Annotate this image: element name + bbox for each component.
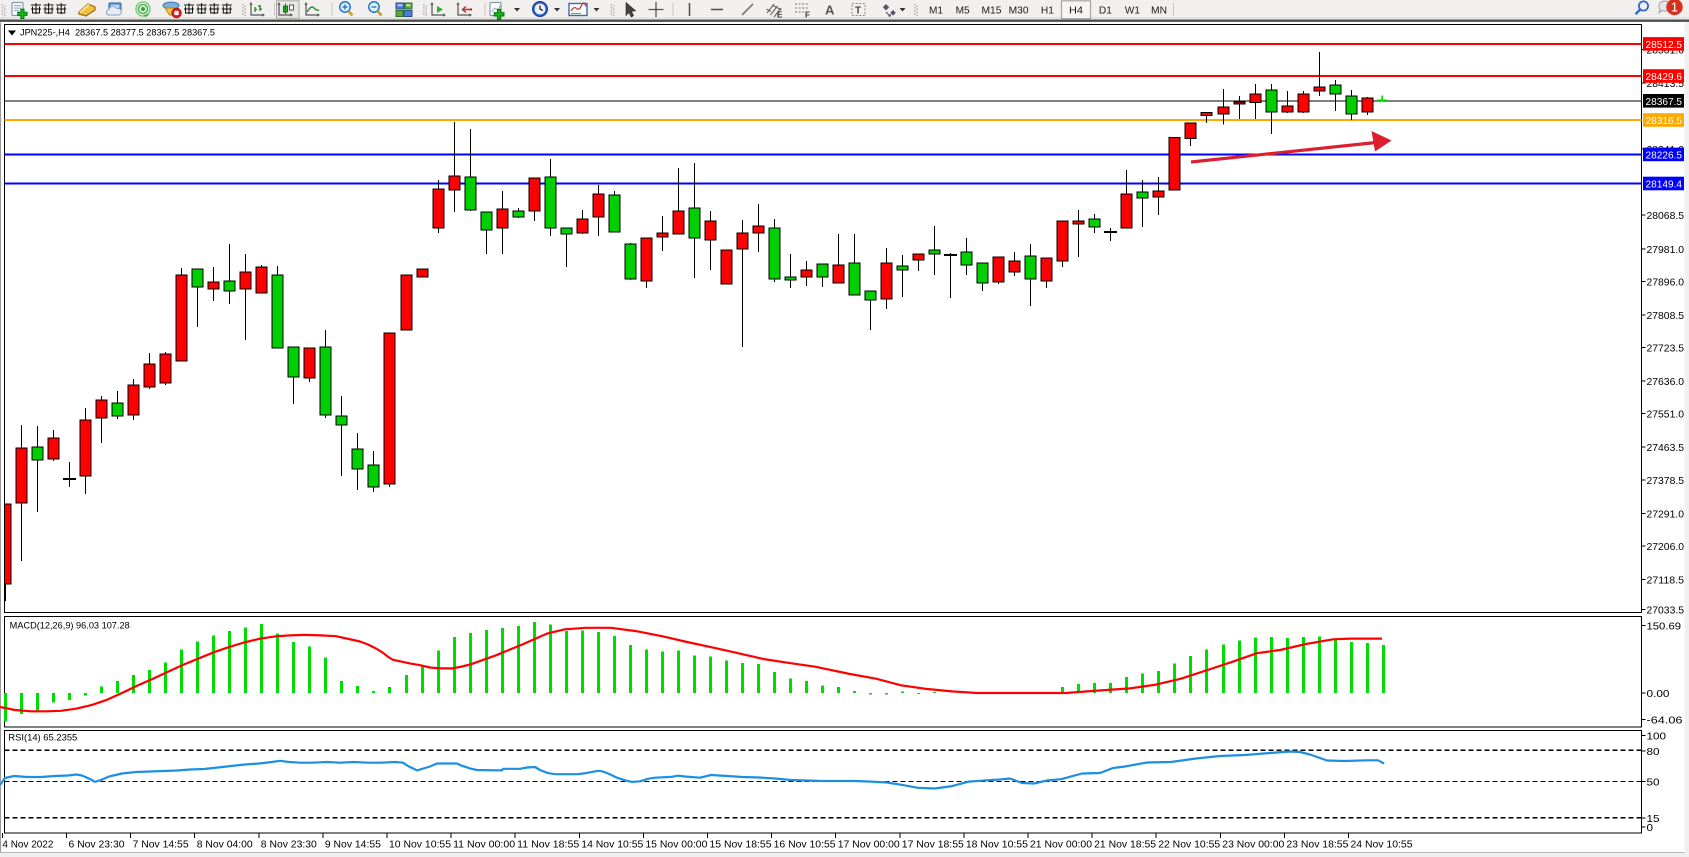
svg-text:A: A <box>825 3 835 18</box>
svg-text:4 Nov 2022: 4 Nov 2022 <box>2 839 53 851</box>
svg-text:27206.0: 27206.0 <box>1647 541 1685 553</box>
svg-text:M1: M1 <box>929 5 943 17</box>
svg-text:28149.4: 28149.4 <box>1646 179 1683 191</box>
svg-text:23 Nov 00:00: 23 Nov 00:00 <box>1222 839 1284 851</box>
svg-text:17 Nov 18:55: 17 Nov 18:55 <box>902 839 964 851</box>
svg-text:7 Nov 14:55: 7 Nov 14:55 <box>133 839 189 851</box>
svg-text:0: 0 <box>1647 822 1654 834</box>
svg-text:T: T <box>855 6 861 17</box>
svg-text:W1: W1 <box>1125 5 1140 17</box>
svg-text:11 Nov 00:00: 11 Nov 00:00 <box>453 839 515 851</box>
svg-text:27636.0: 27636.0 <box>1647 376 1685 388</box>
svg-text:M5: M5 <box>956 5 970 17</box>
svg-text:27463.5: 27463.5 <box>1647 442 1685 454</box>
svg-text:MN: MN <box>1151 5 1167 17</box>
svg-text:28429.6: 28429.6 <box>1646 71 1683 83</box>
svg-text:RSI(14) 65.2355: RSI(14) 65.2355 <box>8 733 77 743</box>
svg-text:M15: M15 <box>982 5 1002 17</box>
svg-text:10 Nov 10:55: 10 Nov 10:55 <box>389 839 451 851</box>
svg-text:MACD(12,26,9) 96.03 107.28: MACD(12,26,9) 96.03 107.28 <box>10 621 130 631</box>
svg-text:H4: H4 <box>1069 5 1083 17</box>
svg-text:21 Nov 00:00: 21 Nov 00:00 <box>1030 839 1092 851</box>
svg-text:D1: D1 <box>1099 5 1112 17</box>
svg-text:27981.0: 27981.0 <box>1647 244 1685 256</box>
svg-text:50: 50 <box>1647 777 1660 789</box>
svg-text:27808.5: 27808.5 <box>1647 310 1685 322</box>
svg-text:M30: M30 <box>1009 5 1029 17</box>
svg-text:22 Nov 10:55: 22 Nov 10:55 <box>1158 839 1220 851</box>
svg-text:1: 1 <box>1671 0 1678 15</box>
svg-text:28068.5: 28068.5 <box>1647 210 1685 222</box>
svg-text:14 Nov 10:55: 14 Nov 10:55 <box>581 839 643 851</box>
svg-text:9 Nov 14:55: 9 Nov 14:55 <box>325 839 381 851</box>
svg-text:27723.5: 27723.5 <box>1647 343 1685 355</box>
svg-text:JPN225-,H4 28367.5 28377.5 28: JPN225-,H4 28367.5 28377.5 28367.5 28367… <box>20 28 215 38</box>
svg-text:0.00: 0.00 <box>1647 688 1670 700</box>
svg-text:E: E <box>777 11 783 20</box>
svg-text:15 Nov 00:00: 15 Nov 00:00 <box>645 839 707 851</box>
svg-text:8 Nov 23:30: 8 Nov 23:30 <box>261 839 317 851</box>
svg-text:27118.5: 27118.5 <box>1647 575 1685 587</box>
svg-text:27033.5: 27033.5 <box>1647 605 1685 617</box>
svg-text:F: F <box>805 11 810 20</box>
svg-text:28512.5: 28512.5 <box>1646 39 1683 51</box>
svg-text:6 Nov 23:30: 6 Nov 23:30 <box>69 839 125 851</box>
svg-text:27378.5: 27378.5 <box>1647 475 1685 487</box>
svg-text:80: 80 <box>1647 746 1660 758</box>
svg-text:150.69: 150.69 <box>1647 621 1682 633</box>
svg-text:15 Nov 18:55: 15 Nov 18:55 <box>710 839 772 851</box>
svg-text:8 Nov 04:00: 8 Nov 04:00 <box>197 839 253 851</box>
svg-text:100: 100 <box>1647 730 1667 742</box>
svg-text:-64.06: -64.06 <box>1647 714 1683 726</box>
svg-text:H1: H1 <box>1041 5 1054 17</box>
svg-text:16 Nov 10:55: 16 Nov 10:55 <box>774 839 836 851</box>
svg-text:15: 15 <box>1647 813 1660 825</box>
svg-text:18 Nov 10:55: 18 Nov 10:55 <box>966 839 1028 851</box>
svg-text:23 Nov 18:55: 23 Nov 18:55 <box>1286 839 1348 851</box>
svg-text:24 Nov 10:55: 24 Nov 10:55 <box>1351 839 1413 851</box>
svg-text:27551.0: 27551.0 <box>1647 409 1685 421</box>
svg-text:28316.5: 28316.5 <box>1646 115 1683 127</box>
svg-text:11 Nov 18:55: 11 Nov 18:55 <box>517 839 579 851</box>
svg-text:27291.0: 27291.0 <box>1647 508 1685 520</box>
svg-text:27896.0: 27896.0 <box>1647 276 1685 288</box>
svg-text:17 Nov 00:00: 17 Nov 00:00 <box>838 839 900 851</box>
svg-text:21 Nov 18:55: 21 Nov 18:55 <box>1094 839 1156 851</box>
svg-text:28367.5: 28367.5 <box>1646 96 1683 108</box>
svg-text:28226.5: 28226.5 <box>1646 149 1683 161</box>
